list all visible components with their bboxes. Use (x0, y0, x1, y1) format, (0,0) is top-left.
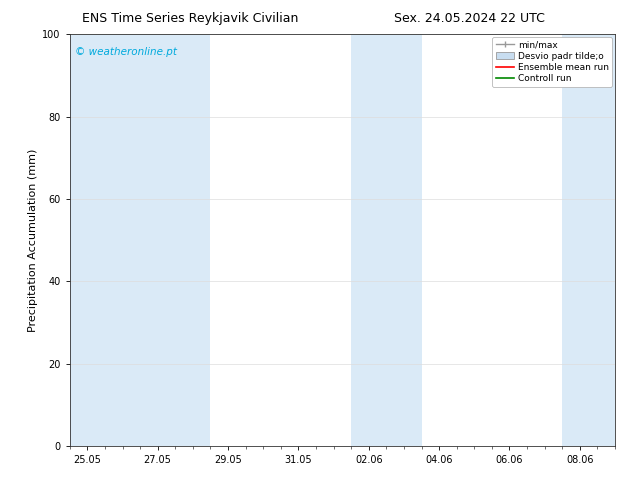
Bar (140, 34, 210, 446)
Bar (70, 34, 140, 446)
Legend: min/max, Desvio padr tilde;o, Ensemble mean run, Controll run: min/max, Desvio padr tilde;o, Ensemble m… (493, 37, 612, 87)
Text: Sex. 24.05.2024 22 UTC: Sex. 24.05.2024 22 UTC (394, 12, 545, 25)
Bar (562, 34, 633, 446)
Y-axis label: Precipitation Accumulation (mm): Precipitation Accumulation (mm) (28, 148, 38, 332)
Text: © weatheronline.pt: © weatheronline.pt (75, 47, 177, 57)
Bar (351, 34, 422, 446)
Text: ENS Time Series Reykjavik Civilian: ENS Time Series Reykjavik Civilian (82, 12, 299, 25)
